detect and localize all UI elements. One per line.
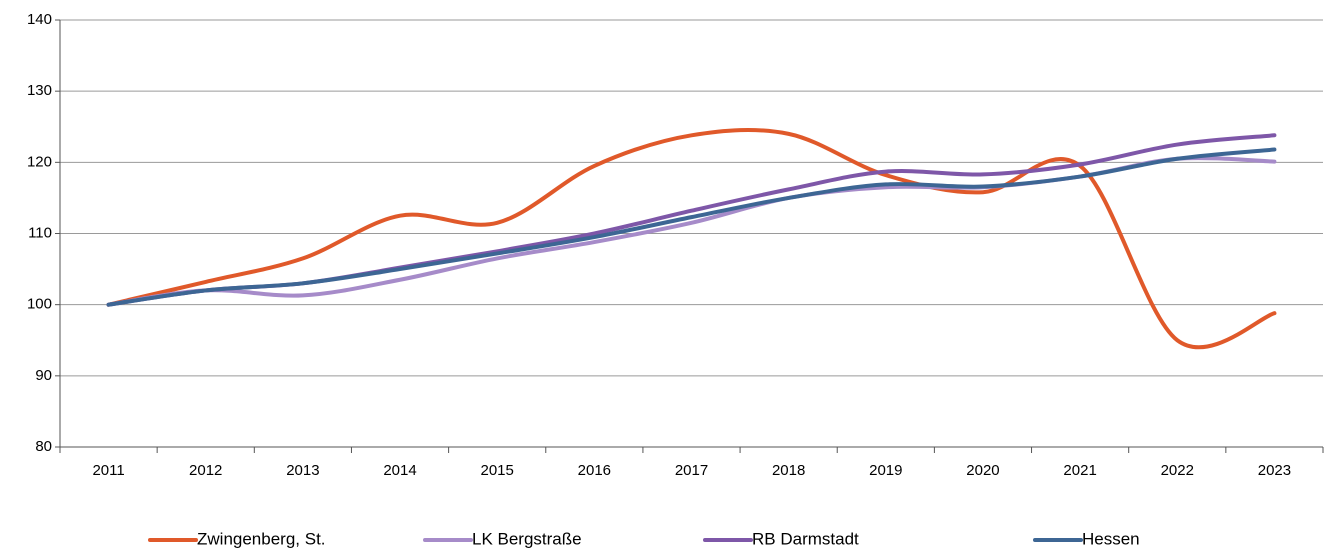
x-tick-label: 2016	[578, 462, 611, 479]
y-tick-label: 110	[28, 224, 52, 241]
y-tick-label: 80	[35, 438, 52, 455]
x-tick-label: 2013	[286, 462, 319, 479]
x-tick-label: 2021	[1063, 462, 1096, 479]
y-tick-label: 120	[27, 153, 52, 170]
x-tick-label: 2023	[1258, 462, 1291, 479]
x-tick-label: 2015	[481, 462, 514, 479]
y-tick-label: 140	[27, 11, 52, 28]
x-tick-label: 2020	[966, 462, 999, 479]
legend-label: RB Darmstadt	[752, 529, 859, 548]
y-tick-label: 130	[27, 82, 52, 99]
series-line	[106, 133, 1277, 307]
x-tick-label: 2014	[383, 462, 416, 479]
legend-label: Hessen	[1082, 529, 1140, 548]
x-tick-label: 2012	[189, 462, 222, 479]
x-tick-label: 2017	[675, 462, 708, 479]
x-tick-label: 2011	[92, 462, 124, 479]
y-tick-label: 90	[35, 367, 52, 384]
x-tick-label: 2019	[869, 462, 902, 479]
x-tick-label: 2022	[1161, 462, 1194, 479]
legend-label: LK Bergstraße	[472, 529, 582, 548]
y-tick-label: 100	[27, 296, 52, 313]
series-line	[106, 156, 1277, 307]
x-tick-label: 2018	[772, 462, 805, 479]
series-line	[106, 147, 1277, 307]
legend-label: Zwingenberg, St.	[197, 529, 326, 548]
series-line	[106, 127, 1277, 350]
